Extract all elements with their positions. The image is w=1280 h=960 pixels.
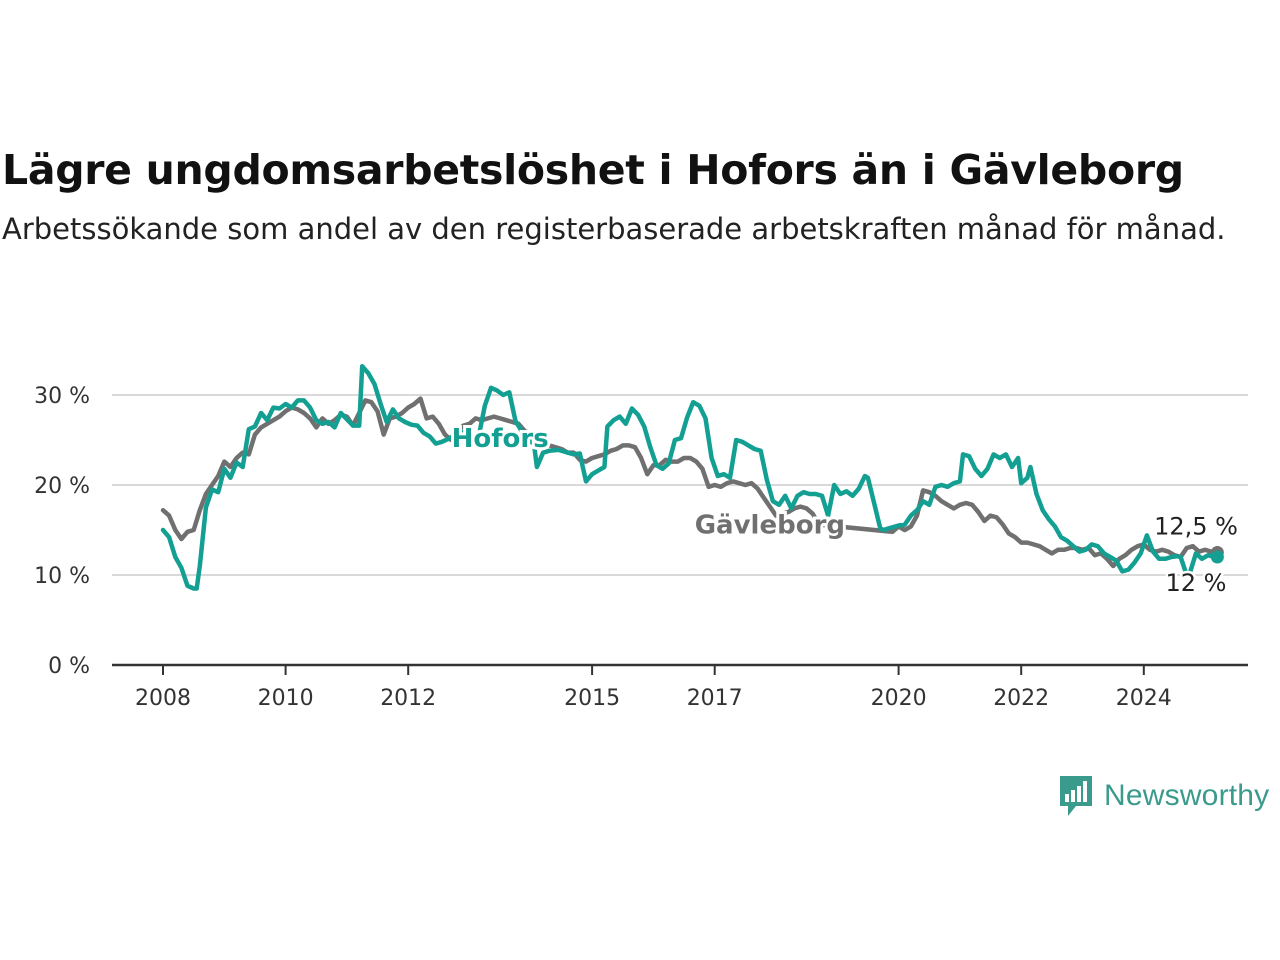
series-line-hofors [160,363,1220,591]
series-label-hofors: Hofors [452,424,549,454]
x-tick-label: 2020 [871,686,927,711]
axes: 0 % 10 % 20 % 30 % 2008 2010 2012 2015 2017 2020 2… [34,384,1248,711]
x-tick-label: 2024 [1116,686,1172,711]
gridlines [112,394,1248,576]
series-end-point [1210,550,1224,564]
series-labels: Hofors Gävleborg 12 % 12,5 % [449,421,1241,599]
x-tick-label: 2012 [380,686,436,711]
x-tick-label: 2017 [687,686,743,711]
y-tick-label: 0 % [48,654,90,679]
x-tick-label: 2022 [993,686,1049,711]
end-value-label-hofors: 12 % [1166,569,1227,597]
chart-title: Lägre ungdomsarbetslöshet i Hofors än i … [2,146,1184,194]
x-tick-label: 2008 [135,686,191,711]
end-value-label-gavleborg: 12,5 % [1154,513,1238,541]
y-tick-label: 30 % [34,384,90,409]
series-lines [160,363,1224,591]
x-tick-label: 2015 [564,686,620,711]
series-label-gavleborg: Gävleborg [695,511,845,541]
newsworthy-bar-chart-icon [1060,776,1092,816]
newsworthy-logo-text: Newsworthy [1104,779,1270,812]
y-tick-label: 20 % [34,474,90,499]
newsworthy-logo: Newsworthy [1058,774,1269,818]
y-tick-label: 10 % [34,564,90,589]
x-tick-label: 2010 [258,686,314,711]
chart-subtitle: Arbetssökande som andel av den registerb… [2,212,1226,246]
